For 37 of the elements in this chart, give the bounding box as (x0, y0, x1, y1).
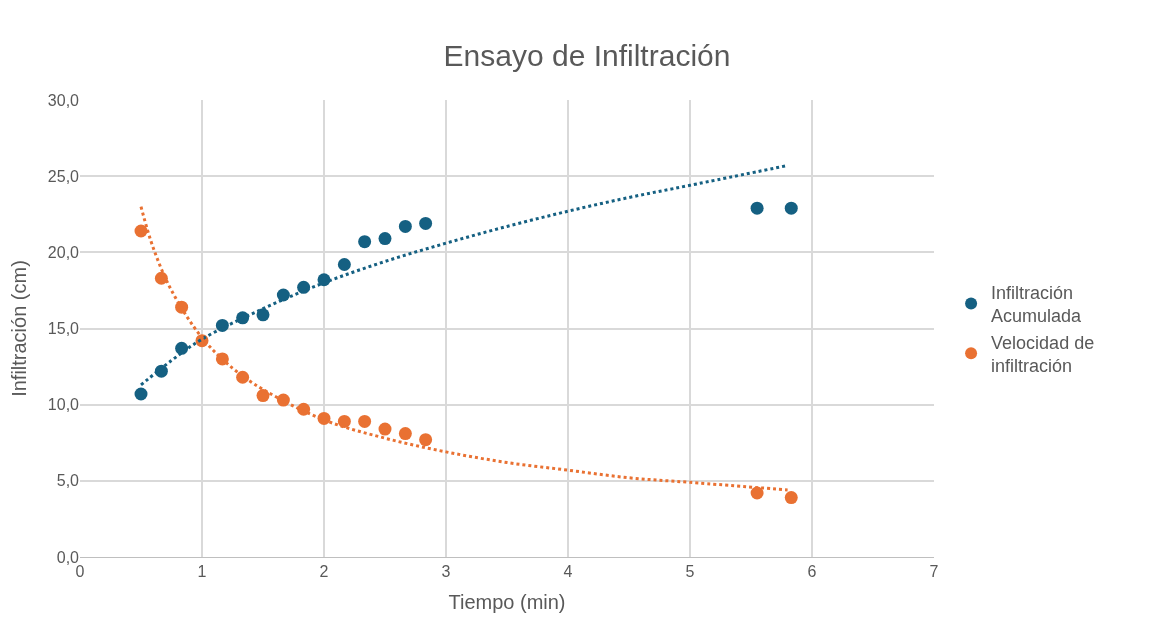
y-tick-label: 25,0 (47, 167, 80, 185)
point (378, 232, 392, 246)
point (337, 414, 351, 428)
point (134, 387, 148, 401)
y-axis-title: Infiltración (cm) (8, 260, 31, 397)
point (398, 427, 412, 441)
point (358, 414, 372, 428)
x-tick-label: 4 (563, 563, 573, 581)
point (256, 389, 270, 403)
point (358, 235, 372, 249)
point (154, 271, 168, 285)
y-tick-label: 10,0 (47, 396, 80, 414)
x-tick-label: 1 (197, 563, 207, 581)
point (784, 491, 798, 505)
y-tick-label: 0,0 (56, 548, 80, 566)
x-axis-title: Tiempo (min) (448, 590, 566, 613)
point (378, 422, 392, 436)
y-tick-label: 20,0 (47, 243, 80, 261)
y-tick-label: 15,0 (47, 320, 80, 338)
point (398, 219, 412, 233)
point (419, 216, 433, 230)
point (337, 258, 351, 272)
x-tick-label: 7 (929, 563, 939, 581)
y-tick-label: 30,0 (47, 91, 80, 109)
x-tick-label: 3 (441, 563, 451, 581)
chart-title: Ensayo de Infiltración (443, 38, 731, 72)
point (134, 224, 148, 238)
point (419, 433, 433, 447)
x-tick-label: 5 (685, 563, 695, 581)
x-tick-label: 6 (807, 563, 817, 581)
x-tick-label: 2 (319, 563, 329, 581)
x-tick-label: 0 (75, 563, 85, 581)
legend-label: Infiltración Acumulada (991, 282, 1083, 327)
y-tick-label: 5,0 (56, 472, 80, 490)
point (750, 201, 764, 215)
point (784, 201, 798, 215)
legend-label: Velocidad de infiltración (991, 332, 1095, 376)
